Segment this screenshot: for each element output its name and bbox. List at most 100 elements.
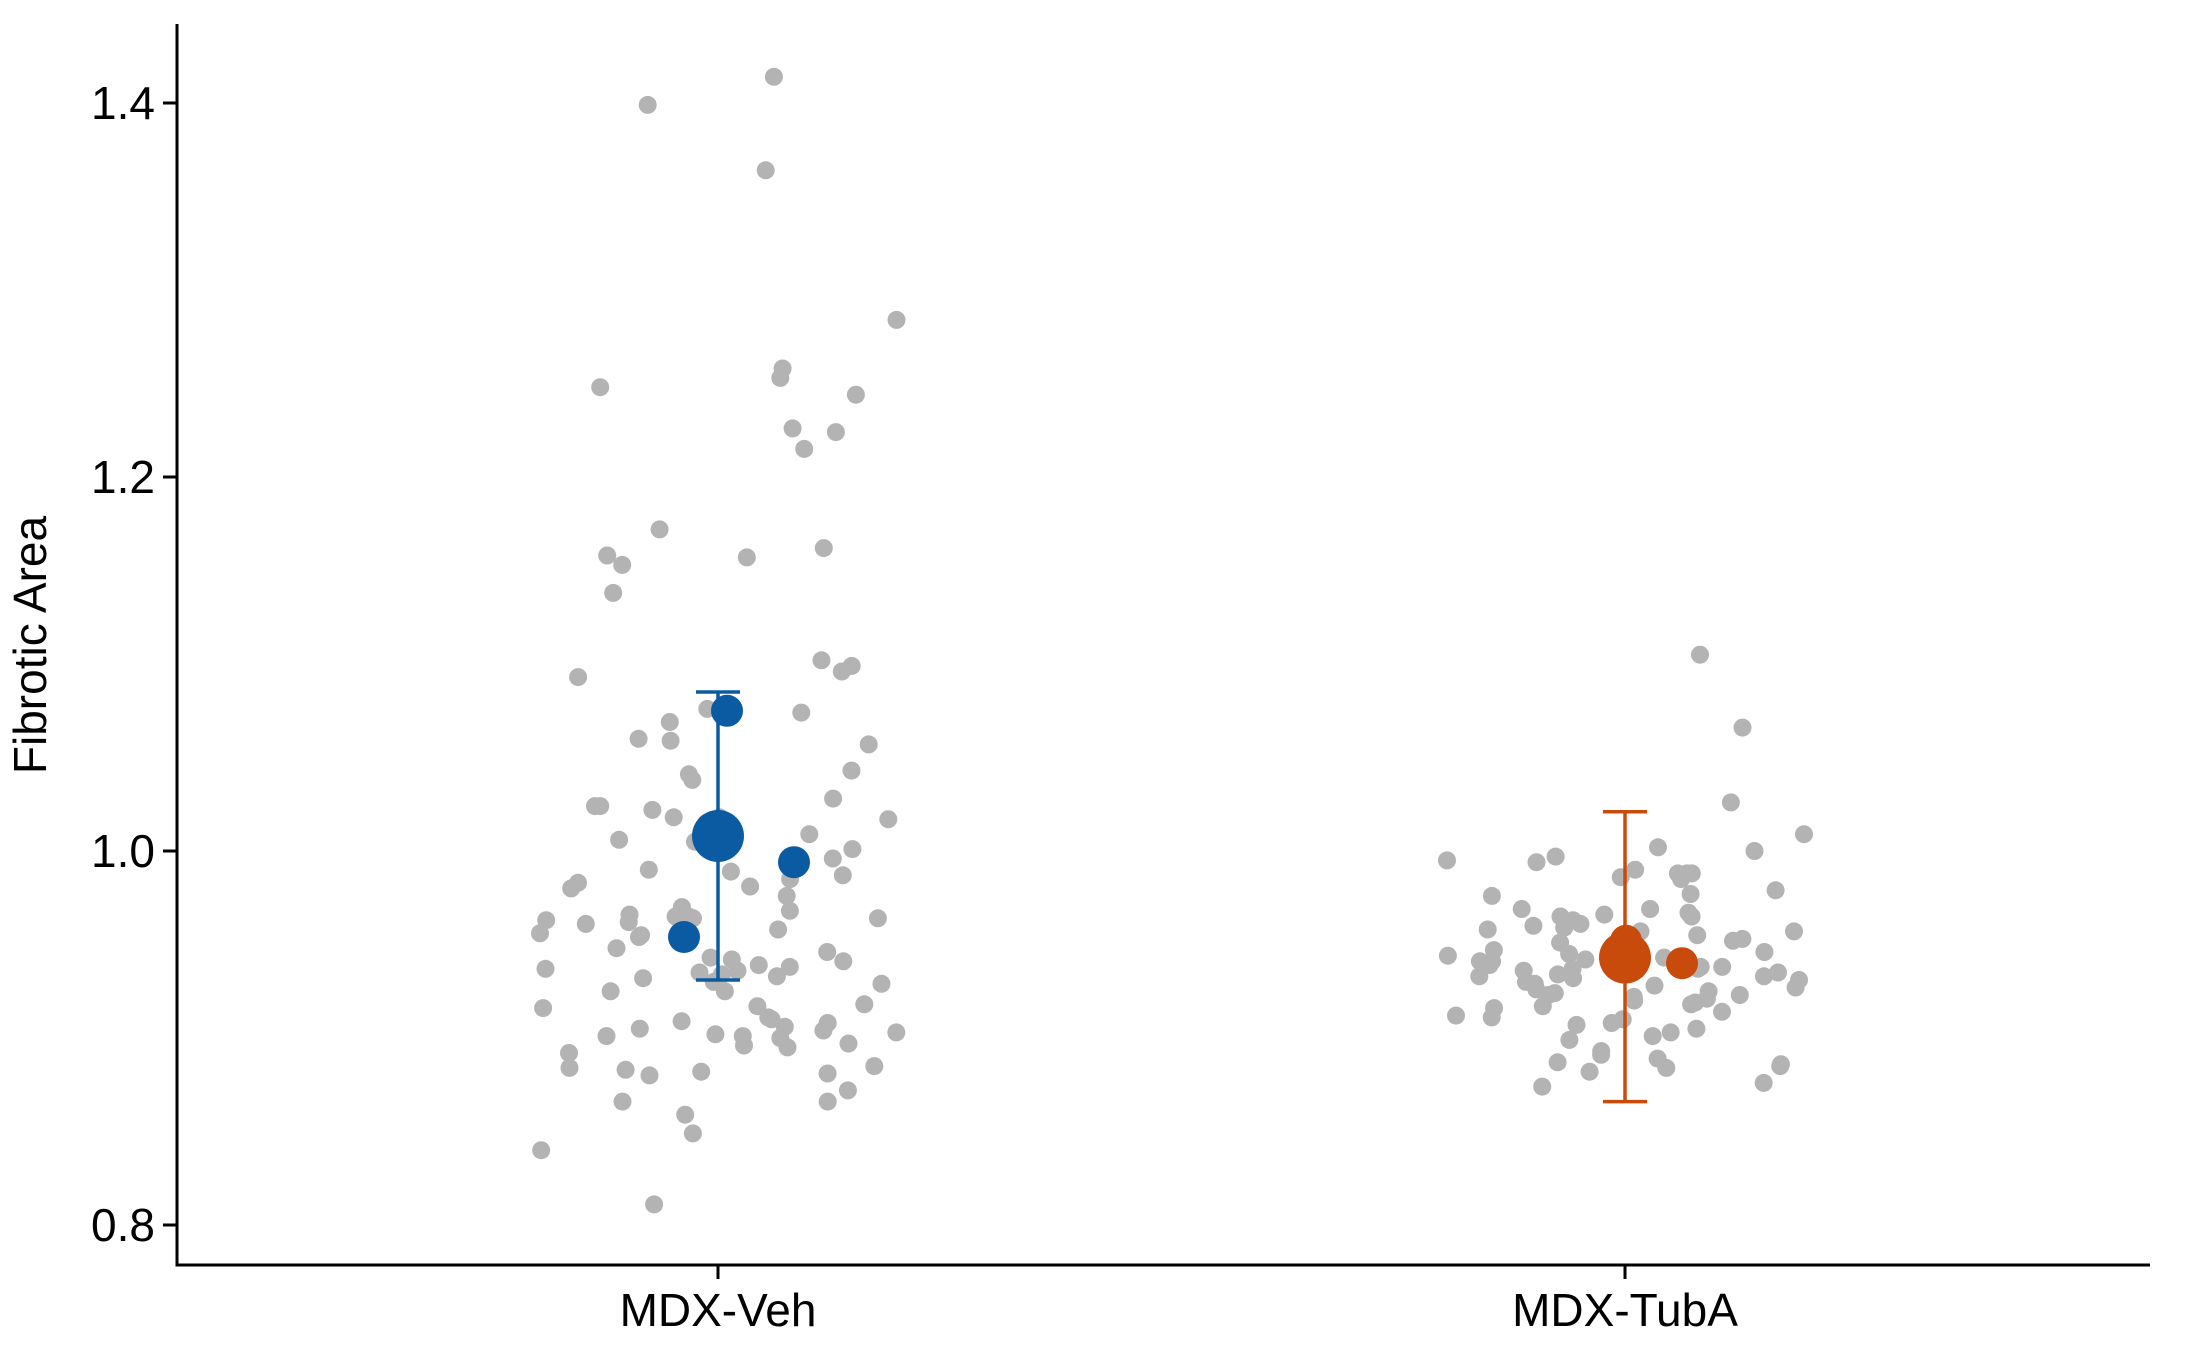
data-point-mdx-veh-8 [783,419,802,438]
data-point-mdx-tuba-85 [1560,1030,1579,1049]
data-point-mdx-veh-25 [661,731,680,750]
data-point-mdx-veh-3 [887,310,906,329]
data-point-mdx-veh-110 [613,1092,632,1111]
data-point-mdx-tuba-62 [1645,976,1664,995]
data-point-mdx-tuba-87 [1592,1045,1611,1064]
data-point-mdx-veh-78 [767,967,786,986]
data-point-mdx-tuba-14 [1672,870,1691,889]
data-point-mdx-veh-32 [586,797,604,816]
data-point-mdx-veh-74 [536,959,555,978]
data-point-mdx-veh-108 [640,1066,659,1085]
data-point-mdx-veh-33 [643,800,662,819]
x-axis-ticks: MDX-Veh MDX-TubA [620,1265,1738,1336]
data-point-mdx-tuba-16 [1681,885,1700,903]
data-point-mdx-tuba-58 [1564,969,1583,988]
data-point-mdx-veh-29 [683,770,702,789]
data-point-mdx-tuba-82 [1687,1019,1706,1038]
data-point-mdx-tuba-28 [1478,920,1497,939]
y-tick-label-3: 1.4 [91,77,155,129]
data-point-mdx-tuba-27 [1555,918,1574,937]
data-point-mdx-veh-105 [616,1060,635,1079]
data-point-mdx-veh-88 [762,1010,781,1029]
group-mean-mdx-tuba [1599,931,1651,984]
data-point-mdx-tuba-25 [1571,914,1590,933]
data-point-mdx-veh-103 [865,1057,884,1076]
data-point-mdx-veh-50 [777,886,796,905]
data-point-mdx-veh-10 [795,439,814,458]
data-point-mdx-tuba-39 [1755,943,1774,961]
data-point-mdx-veh-111 [818,1092,837,1111]
data-point-mdx-veh-94 [887,1023,906,1042]
data-point-mdx-tuba-41 [1438,946,1457,965]
y-axis-ticks: 0.8 1.0 1.2 1.4 [91,77,177,1251]
data-point-mdx-veh-22 [792,703,811,722]
data-point-mdx-tuba-6 [1546,847,1565,866]
data-point-mdx-tuba-71 [1625,991,1644,1010]
y-axis-title: Fibrotic Area [4,515,56,774]
data-point-mdx-veh-65 [630,928,648,946]
data-point-mdx-tuba-17 [1482,886,1501,905]
data-point-mdx-veh-67 [607,939,626,958]
data-point-mdx-veh-75 [728,961,747,980]
data-point-mdx-veh-52 [780,901,799,920]
data-point-mdx-veh-106 [692,1062,711,1081]
data-point-mdx-tuba-9 [1626,860,1645,879]
data-point-mdx-veh-72 [749,956,768,975]
y-tick-label-2: 1.2 [91,451,155,503]
data-point-mdx-veh-81 [872,974,891,993]
data-point-mdx-veh-30 [824,789,843,808]
data-point-mdx-veh-68 [818,943,837,961]
data-point-mdx-tuba-91 [1771,1057,1790,1076]
data-point-mdx-tuba-23 [1682,907,1701,926]
x-tick-label-mdx-tuba: MDX-TubA [1512,1284,1738,1336]
data-point-mdx-tuba-13 [1611,868,1630,887]
data-point-mdx-veh-109 [838,1081,857,1100]
data-point-mdx-tuba-80 [1602,1014,1621,1032]
data-point-mdx-veh-17 [812,651,831,670]
data-point-mdx-tuba-4 [1649,838,1667,857]
data-point-mdx-veh-1 [638,95,657,114]
replicate-mean-mdx-veh-2 [668,921,700,953]
data-point-mdx-tuba-21 [1595,905,1614,924]
data-point-mdx-veh-38 [800,825,819,844]
data-point-mdx-tuba-54 [1769,963,1787,982]
data-point-mdx-veh-99 [839,1034,858,1053]
data-point-mdx-veh-19 [832,662,851,681]
data-point-mdx-tuba-94 [1754,1073,1773,1092]
x-tick-label-mdx-veh: MDX-Veh [620,1284,817,1336]
data-point-mdx-veh-5 [771,368,790,387]
data-point-mdx-tuba-56 [1470,967,1489,986]
data-point-mdx-veh-115 [645,1195,664,1214]
data-point-mdx-tuba-95 [1533,1077,1552,1096]
data-point-mdx-veh-41 [843,840,862,859]
data-point-mdx-veh-15 [613,555,632,574]
data-point-mdx-tuba-73 [1682,995,1701,1014]
data-point-mdx-veh-24 [629,729,648,748]
data-point-mdx-veh-93 [814,1021,833,1040]
data-point-mdx-veh-89 [672,1012,691,1031]
replicate-mean-mdx-veh-1 [778,846,810,879]
data-point-mdx-veh-73 [780,957,799,976]
data-point-mdx-veh-112 [676,1105,695,1124]
data-point-mdx-veh-61 [576,914,595,933]
data-point-mdx-tuba-0 [1691,645,1709,664]
data-point-mdx-tuba-67 [1730,986,1749,1004]
data-point-mdx-veh-101 [778,1038,797,1057]
data-point-mdx-tuba-19 [1512,900,1531,918]
data-point-mdx-veh-104 [560,1058,579,1077]
data-point-mdx-veh-82 [601,982,620,1001]
data-point-mdx-veh-71 [834,952,853,971]
data-point-mdx-tuba-57 [1755,967,1773,986]
data-point-mdx-veh-6 [591,378,610,397]
data-point-mdx-tuba-43 [1576,950,1595,969]
data-point-mdx-tuba-40 [1560,944,1579,963]
data-point-mdx-veh-107 [818,1064,837,1083]
data-point-mdx-veh-9 [826,423,845,442]
data-point-mdx-tuba-77 [1447,1006,1465,1025]
data-point-mdx-veh-39 [610,830,629,849]
data-point-mdx-tuba-55 [1548,965,1567,984]
data-point-mdx-veh-76 [690,963,709,982]
data-point-mdx-veh-83 [715,982,734,1001]
data-point-mdx-veh-62 [769,920,788,939]
